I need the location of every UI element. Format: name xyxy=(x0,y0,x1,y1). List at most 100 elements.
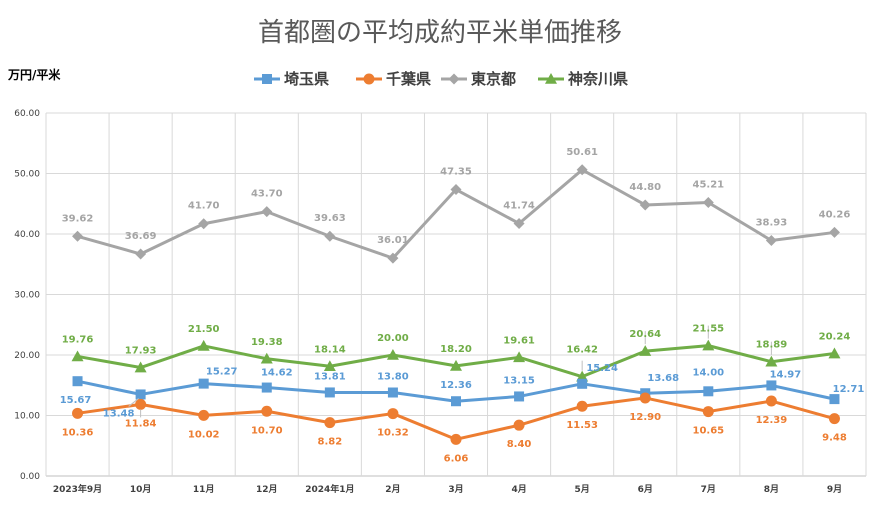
y-tick-label-1: 10.00 xyxy=(14,412,40,422)
data-label-3-7: 19.61 xyxy=(503,335,535,346)
data-label-0-11: 14.97 xyxy=(770,369,802,380)
series-1-point-2 xyxy=(198,409,210,421)
series-1-point-1 xyxy=(135,398,147,410)
data-label-0-12: 12.71 xyxy=(833,384,865,395)
x-tick-label-10: 7月 xyxy=(701,484,716,495)
x-tick-label-3: 12月 xyxy=(256,484,278,495)
x-tick-label-6: 3月 xyxy=(448,484,463,495)
data-label-0-3: 14.62 xyxy=(261,368,293,379)
data-label-3-10: 21.55 xyxy=(692,324,724,335)
data-label-0-6: 12.36 xyxy=(440,380,472,391)
series-0-point-11 xyxy=(766,380,777,391)
y-axis-unit-label: 万円/平米 xyxy=(7,67,61,82)
x-tick-label-11: 8月 xyxy=(764,484,779,495)
series-2-point-3 xyxy=(261,206,273,218)
series-2-point-11 xyxy=(765,234,777,246)
x-tick-label-0: 2023年9月 xyxy=(53,483,102,495)
data-label-0-5: 13.80 xyxy=(377,372,409,383)
series-3-point-6 xyxy=(450,359,462,371)
data-label-2-4: 39.63 xyxy=(314,213,346,224)
series-0-point-5 xyxy=(387,387,398,398)
series-0-point-3 xyxy=(261,382,272,393)
data-label-1-6: 6.06 xyxy=(444,453,469,464)
data-label-0-9: 13.68 xyxy=(647,373,679,384)
legend-label-0: 埼玉県 xyxy=(284,70,329,88)
data-label-3-9: 20.64 xyxy=(629,329,661,340)
data-label-0-7: 13.15 xyxy=(503,375,535,386)
data-label-2-1: 36.69 xyxy=(125,231,157,242)
data-label-1-3: 10.70 xyxy=(251,425,283,436)
series-2-point-6 xyxy=(450,184,462,196)
x-tick-label-5: 2月 xyxy=(385,484,400,495)
data-label-3-6: 18.20 xyxy=(440,344,472,355)
data-label-1-2: 10.02 xyxy=(188,429,220,440)
series-2-point-5 xyxy=(387,252,399,264)
x-tick-label-7: 4月 xyxy=(511,484,526,495)
series-1-point-5 xyxy=(387,408,399,420)
series-0-point-6 xyxy=(451,396,461,407)
series-0-point-2 xyxy=(198,378,209,389)
y-tick-label-2: 20.00 xyxy=(14,351,40,361)
series-2-point-4 xyxy=(324,230,336,242)
data-label-1-8: 11.53 xyxy=(566,420,598,431)
series-3-point-7 xyxy=(513,351,526,363)
chart-title: 首都圏の平均成約平米単価推移 xyxy=(258,18,622,48)
series-3-point-4 xyxy=(323,360,336,372)
x-axis-ticks: 2023年9月 10月 11月 12月 2024年1月 2月 3月 4月 5月 6月 7月 8月 9月 xyxy=(53,483,842,495)
series-1-point-8 xyxy=(576,400,588,412)
legend-marker-0 xyxy=(262,74,272,84)
data-label-1-10: 10.65 xyxy=(692,426,724,437)
x-tick-label-8: 5月 xyxy=(575,484,590,495)
data-label-0-2: 15.27 xyxy=(206,367,238,378)
data-label-3-4: 18.14 xyxy=(314,344,346,355)
gridlines xyxy=(45,112,867,477)
x-tick-label-1: 10月 xyxy=(130,484,152,495)
series-2-point-7 xyxy=(513,217,525,229)
series-1-point-11 xyxy=(765,395,777,407)
data-label-3-11: 18.89 xyxy=(756,340,788,351)
data-label-3-0: 19.76 xyxy=(62,334,94,345)
legend: 埼玉県 千葉県 東京都 神奈川県 xyxy=(254,70,628,88)
data-label-2-11: 38.93 xyxy=(756,217,788,228)
data-label-1-5: 10.32 xyxy=(377,428,409,439)
series-2-point-10 xyxy=(702,196,714,208)
series-0-point-8 xyxy=(577,378,588,389)
x-tick-label-2: 11月 xyxy=(193,484,215,495)
series-0-point-10 xyxy=(703,386,714,397)
data-label-2-12: 40.26 xyxy=(819,209,851,220)
series-1-point-10 xyxy=(702,406,714,418)
data-label-0-8: 15.24 xyxy=(586,363,618,374)
series-0-point-12 xyxy=(829,394,840,405)
data-label-3-2: 21.50 xyxy=(188,324,220,335)
data-label-1-11: 12.39 xyxy=(756,415,788,426)
leader-line-0-1 xyxy=(128,398,139,407)
data-label-1-4: 8.82 xyxy=(318,437,343,448)
data-label-2-8: 50.61 xyxy=(566,147,598,158)
y-tick-label-3: 30.00 xyxy=(14,291,40,301)
series-1-point-3 xyxy=(261,405,273,417)
data-label-0-1: 13.48 xyxy=(103,408,135,419)
x-tick-label-9: 6月 xyxy=(638,484,653,495)
data-label-1-9: 12.90 xyxy=(629,412,661,423)
series-layer xyxy=(71,164,841,445)
data-label-0-10: 14.00 xyxy=(692,367,724,378)
data-labels: 15.67 13.48 15.27 14.62 13.81 13.80 12.36 13.15… xyxy=(60,147,865,465)
series-3-point-3 xyxy=(260,352,273,364)
x-tick-label-12: 9月 xyxy=(827,484,842,495)
data-label-3-5: 20.00 xyxy=(377,333,409,344)
series-1-point-4 xyxy=(324,417,336,429)
data-label-1-7: 8.40 xyxy=(507,439,532,450)
y-axis-ticks: 0.00 10.00 20.00 30.00 40.00 50.00 60.00 xyxy=(14,109,40,482)
legend-marker-1 xyxy=(363,73,375,85)
data-label-1-12: 9.48 xyxy=(822,433,847,444)
data-label-0-4: 13.81 xyxy=(314,371,346,382)
y-tick-label-6: 60.00 xyxy=(14,109,40,119)
y-tick-label-4: 40.00 xyxy=(14,230,40,240)
data-label-1-0: 10.36 xyxy=(62,427,94,438)
data-label-2-0: 39.62 xyxy=(62,213,94,224)
data-label-3-12: 20.24 xyxy=(819,332,851,343)
series-2-point-8 xyxy=(576,164,588,176)
legend-label-1: 千葉県 xyxy=(386,70,431,88)
data-label-2-3: 43.70 xyxy=(251,189,283,200)
